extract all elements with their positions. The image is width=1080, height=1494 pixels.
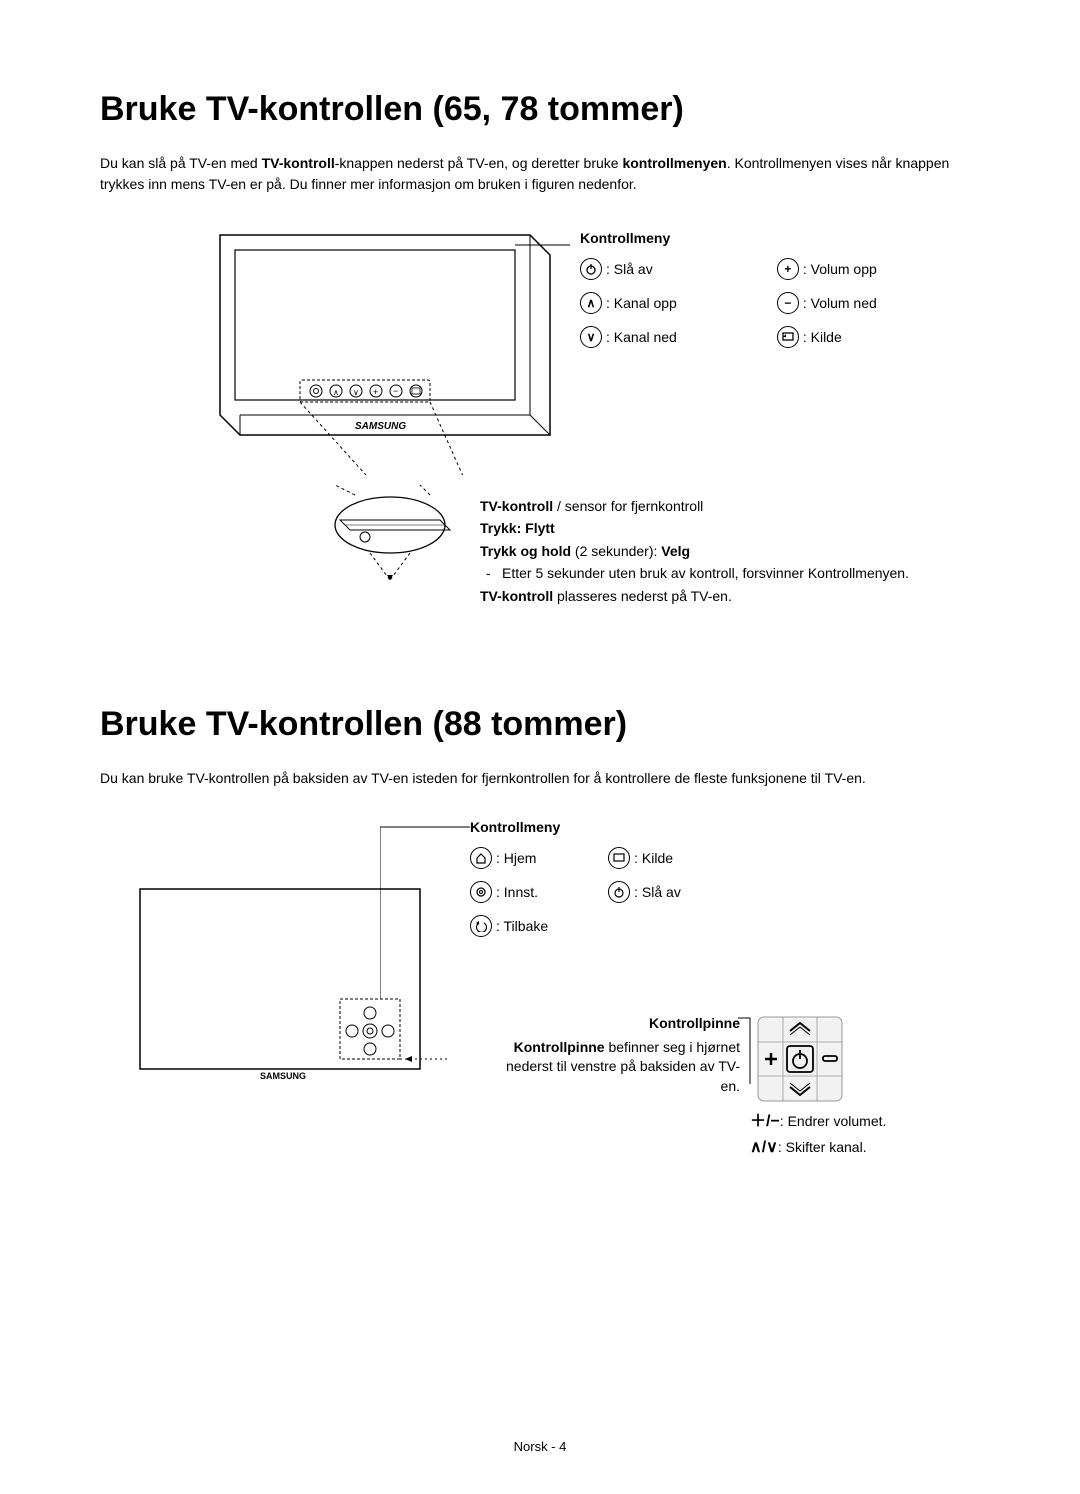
legend2-home-label: : Hjem xyxy=(496,850,536,866)
legend-vol-down-label: : Volum ned xyxy=(803,295,877,311)
back-icon xyxy=(470,915,492,937)
tb-l1b: / sensor for fjernkontroll xyxy=(553,498,703,514)
svg-text:∨: ∨ xyxy=(353,388,359,397)
legend2-source: : Kilde xyxy=(608,847,681,869)
tb-l5b: plasseres nederst på TV-en. xyxy=(553,588,732,604)
legend-ch-up-label: : Kanal opp xyxy=(606,295,677,311)
figure-88: SAMSUNG Kontrollmeny : Hjem xyxy=(130,819,950,1199)
intro-88: Du kan bruke TV-kontrollen på baksiden a… xyxy=(100,768,980,789)
heading-88: Bruke TV-kontrollen (88 tommer) xyxy=(100,705,980,744)
tv-diagram: SAMSUNG ∧ ∨ + − xyxy=(210,225,570,475)
legend-power-off: : Slå av xyxy=(580,258,677,280)
figure-65-78: SAMSUNG ∧ ∨ + − Kontrollmeny : Slå av + … xyxy=(160,225,920,645)
intro-p2: -knappen nederst på TV-en, og deretter b… xyxy=(335,155,623,171)
legend-ch-up: ∧ : Kanal opp xyxy=(580,292,677,314)
svg-text:−: − xyxy=(393,386,398,396)
tb-l3a: Trykk og hold xyxy=(480,543,571,559)
zoom-diagram xyxy=(330,485,480,595)
leader-line xyxy=(380,819,480,999)
legend-88: Kontrollmeny : Hjem : Kilde : Innst. : S… xyxy=(470,819,681,937)
legend-vol-down: − : Volum ned xyxy=(777,292,877,314)
pad-notes: ＋/−: Endrer volumet. ∧/∨: Skifter kanal. xyxy=(750,1109,886,1160)
legend-vol-up-label: : Volum opp xyxy=(803,261,877,277)
legend-vol-up: + : Volum opp xyxy=(777,258,877,280)
kp-t1a: Kontrollpinne xyxy=(514,1039,605,1055)
legend-source: : Kilde xyxy=(777,326,877,348)
chevron-up-icon: ∧ xyxy=(580,292,602,314)
power-icon xyxy=(608,881,630,903)
pad-note-2: : Skifter kanal. xyxy=(778,1139,867,1155)
tb-l5a: TV-kontroll xyxy=(480,588,553,604)
legend2-home: : Hjem xyxy=(470,847,548,869)
legend2-power-off: : Slå av xyxy=(608,881,681,903)
updown-symbol: ∧/∨ xyxy=(750,1139,778,1156)
pad-leader xyxy=(738,1014,758,1094)
svg-text:+: + xyxy=(373,387,378,397)
home-icon xyxy=(470,847,492,869)
tb-l2a: Trykk: xyxy=(480,520,525,536)
kontrollpinne-label: Kontrollpinne Kontrollpinne befinner seg… xyxy=(490,1014,740,1096)
tb-l2b: Flytt xyxy=(525,520,555,536)
intro-p1: Du kan slå på TV-en med xyxy=(100,155,262,171)
intro-b1: TV-kontroll xyxy=(262,155,335,171)
pad-note-1: : Endrer volumet. xyxy=(780,1113,887,1129)
heading-65-78: Bruke TV-kontrollen (65, 78 tommer) xyxy=(100,90,980,129)
plus-icon: + xyxy=(777,258,799,280)
source-icon xyxy=(608,847,630,869)
plus-minus-symbol: ＋/− xyxy=(750,1113,780,1130)
source-icon xyxy=(777,326,799,348)
legend2-back: : Tilbake xyxy=(470,915,548,937)
chevron-down-icon: ∨ xyxy=(580,326,602,348)
gear-icon xyxy=(470,881,492,903)
page-footer: Norsk - 4 xyxy=(0,1439,1080,1454)
legend2-power-off-label: : Slå av xyxy=(634,884,681,900)
tv-brand-label: SAMSUNG xyxy=(355,421,406,432)
section-88: Bruke TV-kontrollen (88 tommer) Du kan b… xyxy=(100,705,980,1199)
legend2-back-label: : Tilbake xyxy=(496,918,548,934)
legend2-title: Kontrollmeny xyxy=(470,819,681,835)
legend-65-78: Kontrollmeny : Slå av + : Volum opp ∧ : … xyxy=(580,230,877,348)
tb-l4: Etter 5 sekunder uten bruk av kontroll, … xyxy=(502,565,909,581)
legend-ch-down: ∨ : Kanal ned xyxy=(580,326,677,348)
legend2-settings-label: : Innst. xyxy=(496,884,538,900)
legend-ch-down-label: : Kanal ned xyxy=(606,329,677,345)
tb-l1a: TV-kontroll xyxy=(480,498,553,514)
legend-title: Kontrollmeny xyxy=(580,230,877,246)
tb-l3c: Velg xyxy=(661,543,690,559)
intro-65-78: Du kan slå på TV-en med TV-kontroll-knap… xyxy=(100,153,980,195)
control-description: TV-kontroll / sensor for fjernkontroll T… xyxy=(480,495,910,607)
legend-source-label: : Kilde xyxy=(803,329,842,345)
legend-power-off-label: : Slå av xyxy=(606,261,653,277)
legend2-settings: : Innst. xyxy=(470,881,548,903)
legend2-source-label: : Kilde xyxy=(634,850,673,866)
intro-b2: kontrollmenyen xyxy=(622,155,726,171)
tv2-brand-label: SAMSUNG xyxy=(260,1071,306,1081)
svg-text:∧: ∧ xyxy=(333,388,339,397)
minus-icon: − xyxy=(777,292,799,314)
tb-l3b: (2 sekunder): xyxy=(571,543,661,559)
dpad-diagram xyxy=(750,1009,850,1114)
kp-title: Kontrollpinne xyxy=(490,1014,740,1034)
power-icon xyxy=(580,258,602,280)
